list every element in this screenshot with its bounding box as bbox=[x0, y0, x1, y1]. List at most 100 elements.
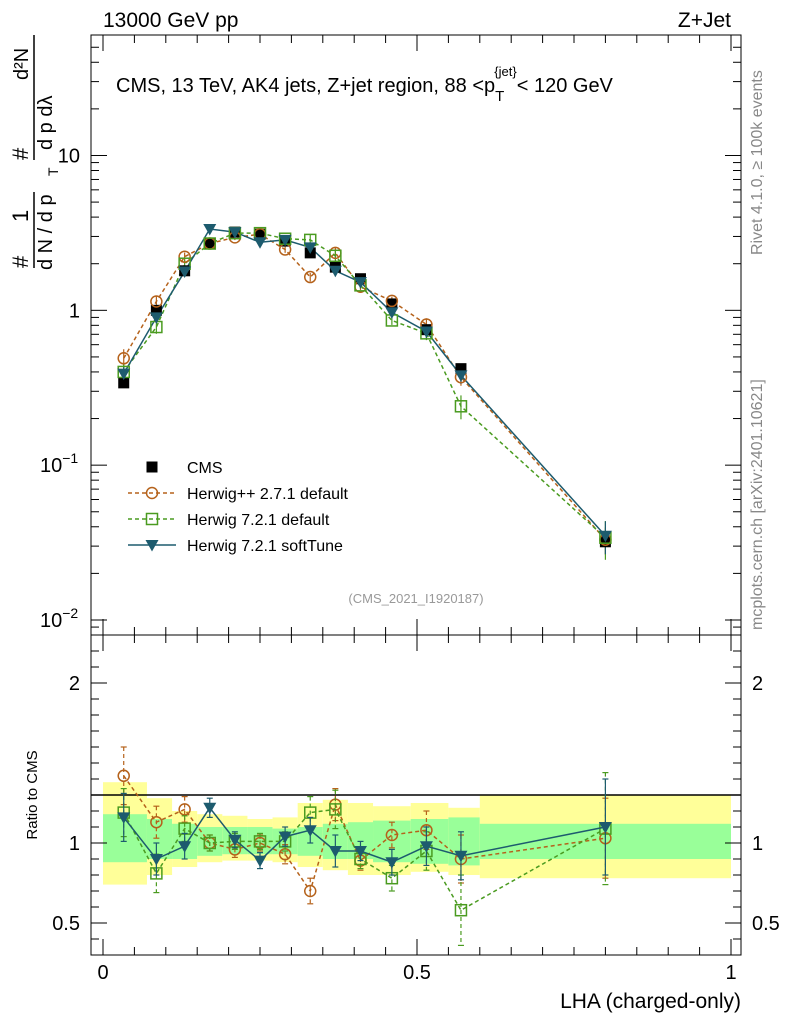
point-herwig-7-2-1-default-3 bbox=[203, 237, 217, 250]
rivet-version-label: Rivet 4.1.0, ≥ 100k events bbox=[749, 70, 766, 255]
ratio-point-herwig-7-2-1-default-3 bbox=[203, 836, 217, 850]
point-herwig-7-2-1-softtune-9 bbox=[353, 277, 367, 289]
point-herwig-2-7-1-default-1 bbox=[150, 295, 163, 308]
legend: CMS Herwig++ 2.7.1 default Herwig 7.2.1 de… bbox=[128, 460, 349, 555]
main-axis-ticks: 10 1 10−1 10−2 bbox=[40, 34, 741, 636]
point-herwig-2-7-1-default-7 bbox=[303, 270, 317, 284]
ratio-point-herwig-7-2-1-softtune-12 bbox=[454, 850, 468, 863]
ratio-point-herwig-7-2-1-softtune-2 bbox=[178, 841, 192, 853]
main-series-layer bbox=[117, 224, 612, 560]
x-axis-label: LHA (charged-only) bbox=[560, 990, 741, 1013]
ratio-point-herwig-7-2-1-softtune-9 bbox=[353, 846, 367, 858]
ratio-point-herwig-2-7-1-default-10 bbox=[385, 828, 399, 842]
ratio-ytick-label-right: 1 bbox=[752, 833, 763, 855]
point-herwig-7-2-1-default-12 bbox=[454, 400, 468, 413]
ratio-ytick-label-right: 0.5 bbox=[752, 913, 780, 935]
ratio-point-herwig-7-2-1-softtune-1 bbox=[149, 854, 163, 866]
legend-label-herwig-2-7-1-default: Herwig++ 2.7.1 default bbox=[187, 486, 349, 503]
point-herwig-7-2-1-default-8 bbox=[329, 249, 342, 263]
analysis-id-label: (CMS_2021_I1920187) bbox=[348, 591, 483, 606]
ratio-point-herwig-7-2-1-softtune-10 bbox=[385, 857, 399, 869]
ratio-point-herwig-7-2-1-softtune-0 bbox=[117, 812, 131, 824]
ratio-point-herwig-7-2-1-softtune-5 bbox=[253, 855, 267, 868]
point-herwig-7-2-1-softtune-6 bbox=[278, 234, 292, 247]
ratio-point-herwig-7-2-1-softtune-11 bbox=[419, 841, 433, 853]
point-herwig-7-2-1-softtune-13 bbox=[598, 530, 612, 543]
ratio-point-herwig-7-2-1-softtune-6 bbox=[278, 831, 292, 844]
xtick-label: 0.5 bbox=[403, 962, 431, 984]
ratio-plot-panel: 2 2 1 1 0.5 0.5 Ratio to CMS bbox=[24, 634, 780, 956]
ratio-y-axis-label: Ratio to CMS bbox=[24, 750, 41, 839]
point-herwig-7-2-1-softtune-0 bbox=[117, 368, 131, 381]
ratio-point-herwig-2-7-1-default-2 bbox=[178, 803, 191, 816]
ratio-axis-ticks: 2 2 1 1 0.5 0.5 bbox=[52, 650, 780, 940]
legend-label-herwig-7-2-1-default: Herwig 7.2.1 default bbox=[187, 512, 330, 529]
point-herwig-2-7-1-default-0 bbox=[117, 352, 130, 365]
point-cms-5 bbox=[254, 228, 266, 240]
point-herwig-7-2-1-softtune-11 bbox=[419, 326, 433, 338]
point-herwig-7-2-1-softtune-12 bbox=[454, 370, 468, 382]
svg-text:T: T bbox=[45, 167, 61, 176]
ratio-point-herwig-7-2-1-softtune-3 bbox=[203, 802, 217, 815]
point-cms-10 bbox=[386, 298, 398, 310]
ratio-ytick-label: 1 bbox=[69, 833, 80, 855]
xtick-label: 1 bbox=[725, 962, 736, 984]
ratio-point-herwig-2-7-1-default-1 bbox=[150, 815, 163, 829]
ratio-point-herwig-2-7-1-default-7 bbox=[303, 884, 317, 898]
ratio-point-herwig-7-2-1-default-12 bbox=[454, 903, 468, 917]
legend-marker-herwig-2-7-1-default bbox=[145, 486, 159, 500]
point-herwig-7-2-1-softtune-1 bbox=[149, 312, 163, 324]
plot-title: CMS, 13 TeV, AK4 jets, Z+jet region, 88 … bbox=[116, 64, 614, 105]
ytick-label: 10−1 bbox=[40, 450, 78, 477]
svg-text:d²N: d²N bbox=[11, 48, 33, 80]
legend-marker-cms bbox=[146, 461, 158, 473]
point-herwig-7-2-1-softtune-5 bbox=[253, 237, 267, 249]
ytick-label: 10 bbox=[58, 145, 80, 167]
ratio-line-herwig-2-7-1-default bbox=[123, 775, 606, 893]
ratio-point-herwig-7-2-1-default-5 bbox=[253, 835, 267, 848]
point-cms-12 bbox=[455, 363, 467, 375]
ratio-point-herwig-7-2-1-softtune-7 bbox=[303, 825, 317, 837]
ratio-series-layer bbox=[117, 746, 612, 947]
point-herwig-7-2-1-softtune-7 bbox=[303, 242, 317, 254]
point-herwig-2-7-1-default-10 bbox=[385, 294, 399, 308]
mcplots-label: mcplots.cern.ch [arXiv:2401.10621] bbox=[749, 379, 766, 630]
svg-text:d p dλ: d p dλ bbox=[35, 96, 57, 150]
svg-text:1: 1 bbox=[8, 210, 33, 222]
ratio-ytick-label-right: 2 bbox=[752, 673, 763, 695]
ratio-point-herwig-7-2-1-softtune-4 bbox=[228, 834, 242, 847]
legend-marker-herwig-7-2-1-softtune bbox=[145, 540, 159, 552]
svg-text:d N / d p: d N / d p bbox=[35, 194, 57, 270]
point-herwig-7-2-1-softtune-8 bbox=[328, 265, 342, 278]
main-plot-panel: 10 1 10−1 10−2 CMS, 13 TeV, AK4 jets, Z+jet… bbox=[40, 34, 742, 636]
main-y-axis-label: # 1 d N / d p T # d²N d p dλ bbox=[8, 35, 61, 270]
point-cms-3 bbox=[204, 238, 216, 250]
svg-text:#: # bbox=[8, 255, 33, 268]
ytick-label: 1 bbox=[69, 300, 80, 322]
ytick-label: 10−2 bbox=[40, 605, 78, 632]
ratio-point-herwig-7-2-1-default-8 bbox=[329, 803, 342, 816]
ratio-line-herwig-7-2-1-default bbox=[123, 808, 606, 912]
ratio-ytick-label: 2 bbox=[69, 673, 80, 695]
legend-label-herwig-7-2-1-softtune: Herwig 7.2.1 softTune bbox=[187, 538, 343, 555]
ratio-point-herwig-7-2-1-softtune-8 bbox=[328, 846, 342, 858]
ratio-point-herwig-7-2-1-softtune-13 bbox=[598, 822, 612, 834]
xtick-label: 0 bbox=[97, 962, 108, 984]
header-right: Z+Jet bbox=[678, 9, 731, 32]
point-herwig-2-7-1-default-2 bbox=[178, 250, 191, 263]
x-axis-ticks: 0 0.5 1 bbox=[97, 35, 737, 984]
legend-marker-herwig-7-2-1-default bbox=[145, 512, 159, 526]
point-herwig-7-2-1-softtune-3 bbox=[203, 224, 217, 236]
line-herwig-2-7-1-default bbox=[123, 233, 606, 541]
point-herwig-7-2-1-softtune-10 bbox=[385, 307, 399, 319]
ratio-point-herwig-2-7-1-default-0 bbox=[117, 769, 130, 783]
point-cms-0 bbox=[118, 377, 130, 389]
svg-text:#: # bbox=[8, 147, 33, 160]
ratio-line-herwig-7-2-1-softtune bbox=[123, 806, 606, 864]
point-herwig-7-2-1-softtune-2 bbox=[178, 266, 192, 279]
ratio-uncertainty-bands bbox=[103, 782, 731, 885]
point-cms-1 bbox=[150, 304, 162, 316]
ratio-ytick-label: 0.5 bbox=[52, 913, 80, 935]
header-left: 13000 GeV pp bbox=[103, 9, 238, 32]
